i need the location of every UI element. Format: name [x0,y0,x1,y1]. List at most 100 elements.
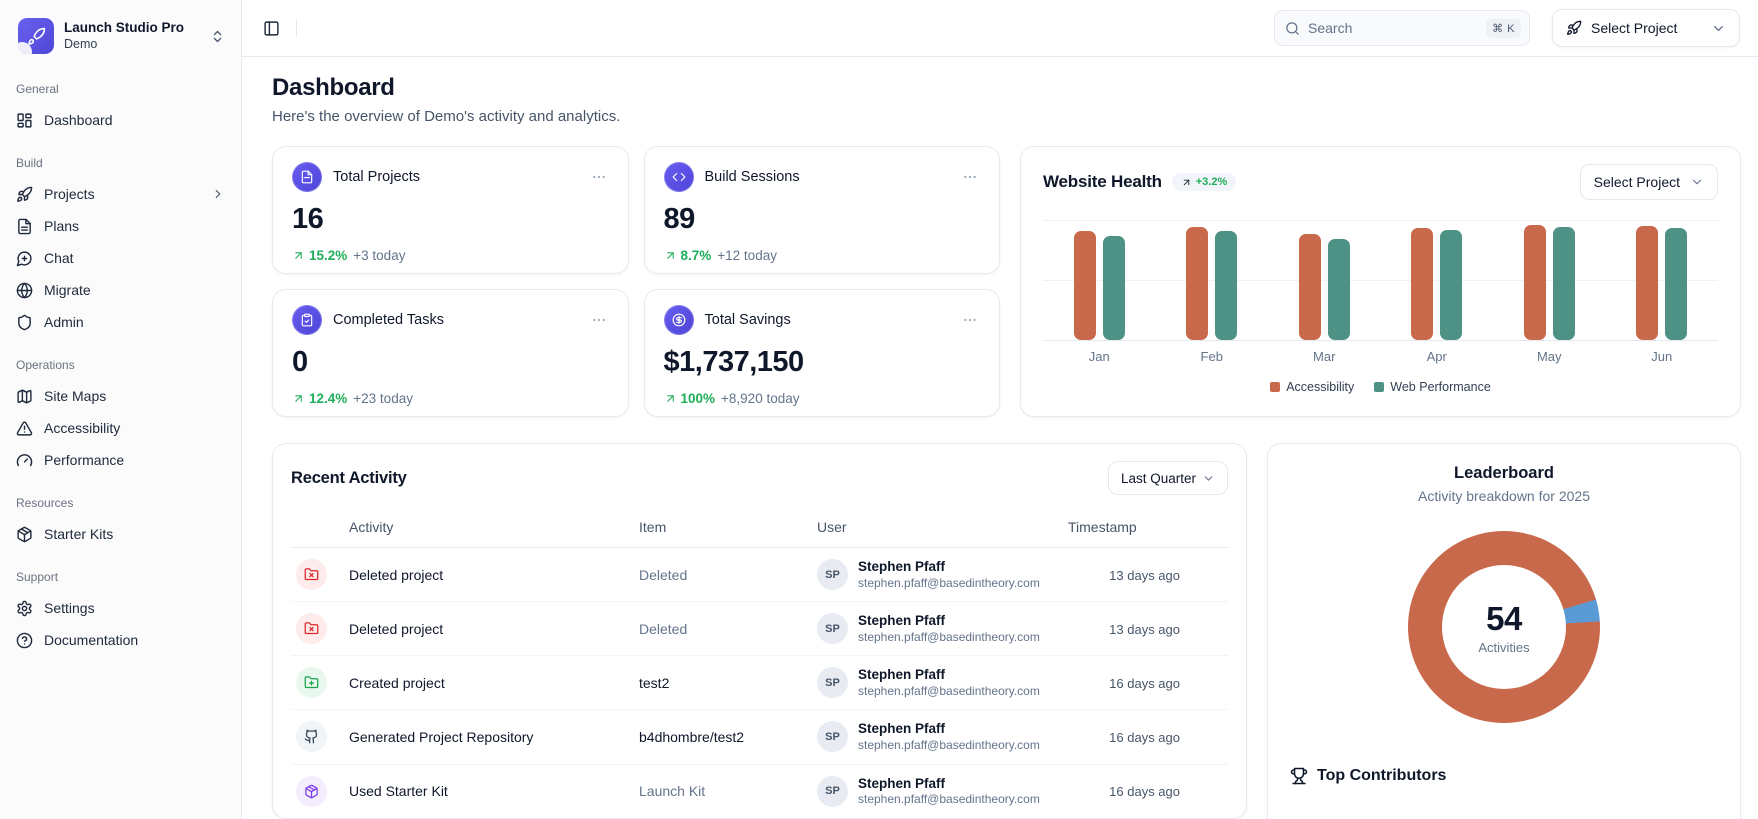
user-email: stephen.pfaff@basedintheory.com [858,575,1040,590]
search-shortcut-kbd: ⌘ K [1486,18,1521,38]
sidebar-item-label: Settings [44,600,95,616]
bar-web-performance [1215,230,1238,340]
recent-activity-title: Recent Activity [291,468,407,487]
sidebar-item-plans[interactable]: Plans [0,210,241,242]
gridline [1043,220,1718,221]
chevron-down-icon [1692,179,1702,185]
sidebar-item-migrate[interactable]: Migrate [0,274,241,306]
sidebar-item-dashboard[interactable]: Dashboard [0,104,241,136]
select-project-label: Select Project [1591,20,1678,36]
user-email: stephen.pfaff@basedintheory.com [858,737,1040,752]
bar-group-may [1493,220,1606,340]
user-name: Stephen Pfaff [858,613,946,629]
ellipsis-icon [964,175,976,179]
user-avatar: SP [817,667,848,699]
user-avatar: SP [817,775,848,807]
sidebar-item-performance[interactable]: Performance [0,444,241,476]
sidebar-item-label: Dashboard [44,112,113,128]
activity-table-row[interactable]: Generated Project Repository b4dhombre/t… [291,709,1228,765]
column-header-activity: Activity [349,509,639,548]
message-plus-icon [16,250,33,267]
sidebar-item-documentation[interactable]: Documentation [0,624,241,656]
bar-accessibility [1523,224,1546,340]
sidebar-item-label: Starter Kits [44,526,114,542]
sidebar-item-accessibility[interactable]: Accessibility [0,412,241,444]
topbar: Search ⌘ K Select Project [242,0,1758,57]
legend-label: Web Performance [1390,380,1491,394]
activity-timestamp: 16 days ago [1109,784,1180,800]
x-tick: May [1536,349,1562,364]
sidebar-item-label: Site Maps [44,388,107,404]
leaderboard-title: Leaderboard [1454,464,1554,482]
top-contributors-heading: Top Contributors [1290,767,1718,785]
sidebar-section-general: General Dashboard [0,82,241,136]
recent-activity-card: Recent Activity Last Quarter Activity It… [272,443,1247,819]
panel-left-icon [263,20,279,36]
card-menu-button[interactable] [960,310,980,330]
file-text-icon [292,162,322,192]
sidebar-item-settings[interactable]: Settings [0,592,241,624]
health-select-project-dropdown[interactable]: Select Project [1579,164,1718,200]
activity-item: b4dhombre/test2 [639,728,745,745]
activity-table-row[interactable]: Deleted project Deleted SP Stephen Pfaff s… [291,547,1228,603]
search-icon [1286,21,1299,35]
legend-web-performance: Web Performance [1374,380,1491,394]
activity-table-row[interactable]: Deleted project Deleted SP Stephen Pfaff s… [291,601,1228,657]
x-tick: Feb [1200,349,1223,364]
stat-delta: +3 today [353,248,406,263]
legend-accessibility: Accessibility [1270,380,1354,394]
user-name: Stephen Pfaff [858,721,946,737]
shield-icon [16,314,33,331]
sidebar-item-label: Migrate [44,282,91,298]
bar-web-performance [1665,228,1688,340]
sidebar-item-projects[interactable]: Projects [0,178,241,210]
activity-filter-dropdown[interactable]: Last Quarter [1107,461,1228,495]
trend-up-icon [1183,179,1189,185]
sidebar-item-admin[interactable]: Admin [0,306,241,338]
search-input[interactable]: Search ⌘ K [1274,10,1530,46]
card-menu-button[interactable] [589,310,609,330]
card-menu-button[interactable] [960,167,980,187]
sidebar-item-starter-kits[interactable]: Starter Kits [0,518,241,550]
dashboard-grid-icon [16,112,33,129]
workspace-switcher[interactable]: Launch Studio Pro Demo [4,10,237,62]
gauge-icon [16,452,33,469]
user-avatar: SP [817,613,848,645]
x-tick: Jun [1651,349,1673,364]
package-icon [296,775,327,807]
section-label: Resources [16,496,74,510]
app-name: Launch Studio Pro [64,19,184,35]
search-placeholder: Search [1308,20,1353,36]
x-tick: Mar [1313,349,1336,364]
user-name: Stephen Pfaff [858,667,946,683]
folder-plus-icon [296,667,327,699]
file-text-icon [16,218,33,235]
select-project-dropdown[interactable]: Select Project [1552,9,1740,47]
bar-web-performance [1102,235,1125,340]
section-label: Operations [16,358,75,372]
sidebar-toggle-button[interactable] [256,13,286,43]
sidebar-item-chat[interactable]: Chat [0,242,241,274]
sidebar-item-site-maps[interactable]: Site Maps [0,380,241,412]
activity-filter-label: Last Quarter [1120,470,1196,486]
code-icon [663,162,694,192]
activity-table-row[interactable]: Created project test2 SP Stephen Pfaff ste… [291,655,1228,711]
activity-name: Used Starter Kit [349,783,448,800]
sidebar-section-resources: Resources Starter Kits [0,496,241,550]
chevron-down-icon [1714,25,1723,31]
x-tick: Apr [1426,349,1447,364]
activity-timestamp: 16 days ago [1109,729,1180,745]
stat-card-build-sessions: Build Sessions 89 8.7% +12 today [643,146,1000,274]
activity-item: test2 [639,674,670,691]
card-menu-button[interactable] [589,167,609,187]
user-avatar: SP [817,721,848,753]
activity-table-row[interactable]: Used Starter Kit Launch Kit SP Stephen Pf… [291,764,1228,818]
activity-name: Created project [349,674,445,691]
health-change-value: +3.2% [1195,176,1228,188]
section-label: General [16,82,59,96]
chevron-right-icon [215,189,221,199]
trend-up-icon [666,395,674,402]
stat-card-total-savings: Total Savings $1,737,150 100% +8,920 tod… [643,289,1000,417]
user-name: Stephen Pfaff [858,775,946,791]
